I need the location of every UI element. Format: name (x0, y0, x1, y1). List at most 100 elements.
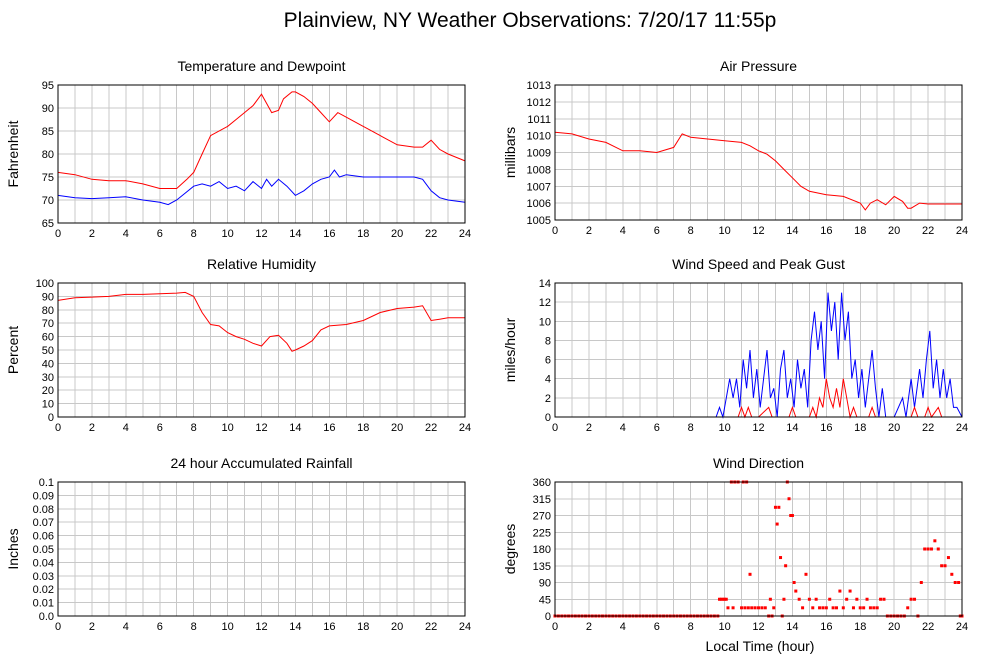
x-tick-label: 14 (289, 621, 301, 633)
x-tick-label: 24 (956, 621, 968, 633)
y-tick-label: 80 (42, 149, 54, 161)
x-tick-label: 22 (425, 621, 437, 633)
plot-frame (554, 282, 963, 418)
x-tick-label: 20 (391, 228, 403, 240)
y-tick-label: 4 (545, 374, 551, 386)
x-tick-label: 22 (922, 225, 934, 237)
y-tick-label: 90 (42, 103, 54, 115)
y-tick-label: 8 (545, 335, 551, 347)
direction-point (814, 597, 818, 601)
direction-point (821, 606, 825, 610)
x-tick-label: 20 (391, 422, 403, 434)
plot-frame (57, 282, 466, 418)
direction-point (748, 572, 752, 576)
y-tick-label: 0 (545, 412, 551, 424)
x-tick-label: 14 (289, 422, 301, 434)
x-tick-label: 0 (55, 621, 61, 633)
y-tick-label: 30 (42, 372, 54, 384)
y-tick-label: 1013 (527, 80, 551, 92)
x-tick-label: 14 (786, 422, 798, 434)
y-tick-label: 50 (42, 345, 54, 357)
direction-point (824, 606, 828, 610)
direction-point (831, 606, 835, 610)
series-line-0 (554, 131, 962, 211)
x-tick-label: 2 (89, 621, 95, 633)
x-tick-label: 16 (820, 225, 832, 237)
plot-frame (57, 481, 466, 617)
x-tick-label: 22 (922, 621, 934, 633)
y-tick-label: 45 (539, 594, 551, 606)
direction-point (753, 606, 757, 610)
direction-point (801, 606, 805, 610)
direction-point (936, 547, 940, 551)
direction-point (851, 606, 855, 610)
direction-point (773, 505, 777, 509)
direction-point (746, 606, 750, 610)
direction-point (913, 597, 917, 601)
x-tick-label: 14 (786, 225, 798, 237)
x-tick-label: 12 (255, 422, 267, 434)
x-tick-label: 4 (123, 621, 129, 633)
x-axis-title: Local Time (hour) (706, 638, 815, 654)
y-tick-label: 10 (42, 399, 54, 411)
y-tick-label: 1010 (527, 131, 551, 143)
x-tick-label: 18 (854, 225, 866, 237)
x-tick-label: 14 (289, 228, 301, 240)
x-tick-label: 14 (786, 621, 798, 633)
direction-point (848, 589, 852, 593)
panel-title: 24 hour Accumulated Rainfall (170, 455, 352, 471)
y-tick-label: 0.0 (39, 611, 54, 623)
x-tick-label: 18 (357, 228, 369, 240)
y-tick-label: 0.05 (33, 544, 54, 556)
x-tick-label: 6 (654, 621, 660, 633)
panel-rainfall: 24 hour Accumulated Rainfall0.00.010.020… (5, 455, 471, 633)
x-tick-label: 18 (357, 422, 369, 434)
x-tick-label: 8 (191, 621, 197, 633)
direction-point (940, 564, 944, 568)
direction-point (807, 597, 811, 601)
direction-point (950, 572, 954, 576)
direction-point (845, 597, 849, 601)
y-tick-label: 65 (42, 218, 54, 230)
x-tick-label: 6 (654, 225, 660, 237)
x-tick-label: 2 (89, 228, 95, 240)
y-tick-label: 1006 (527, 198, 551, 210)
x-tick-label: 20 (391, 621, 403, 633)
direction-point (838, 589, 842, 593)
y-tick-label: 0.1 (39, 477, 54, 489)
y-axis-label: Fahrenheit (5, 120, 21, 187)
direction-point (909, 597, 913, 601)
x-tick-label: 20 (888, 621, 900, 633)
x-tick-label: 0 (552, 422, 558, 434)
direction-point (882, 597, 886, 601)
direction-point (933, 539, 937, 543)
y-tick-label: 1008 (527, 164, 551, 176)
direction-point (750, 606, 754, 610)
x-tick-label: 16 (323, 621, 335, 633)
x-tick-label: 2 (586, 422, 592, 434)
direction-point (717, 597, 721, 601)
y-tick-label: 180 (533, 544, 551, 556)
y-tick-label: 14 (539, 278, 551, 290)
y-tick-label: 2 (545, 393, 551, 405)
y-tick-label: 0 (48, 412, 54, 424)
x-tick-label: 16 (323, 228, 335, 240)
panel-air-pressure: Air Pressure1005100610071008100910101011… (502, 58, 968, 237)
x-tick-label: 20 (888, 225, 900, 237)
y-axis-label: Inches (5, 528, 21, 569)
x-tick-label: 22 (425, 228, 437, 240)
panel-title: Temperature and Dewpoint (177, 58, 345, 74)
x-tick-label: 22 (922, 422, 934, 434)
y-axis-label: miles/hour (502, 317, 518, 382)
x-tick-label: 10 (718, 621, 730, 633)
y-tick-label: 0.04 (33, 557, 54, 569)
direction-point (726, 606, 730, 610)
y-tick-label: 20 (42, 385, 54, 397)
x-tick-label: 10 (221, 228, 233, 240)
direction-point (777, 505, 781, 509)
x-tick-label: 0 (552, 225, 558, 237)
plot-frame (554, 84, 963, 221)
direction-point (862, 606, 866, 610)
